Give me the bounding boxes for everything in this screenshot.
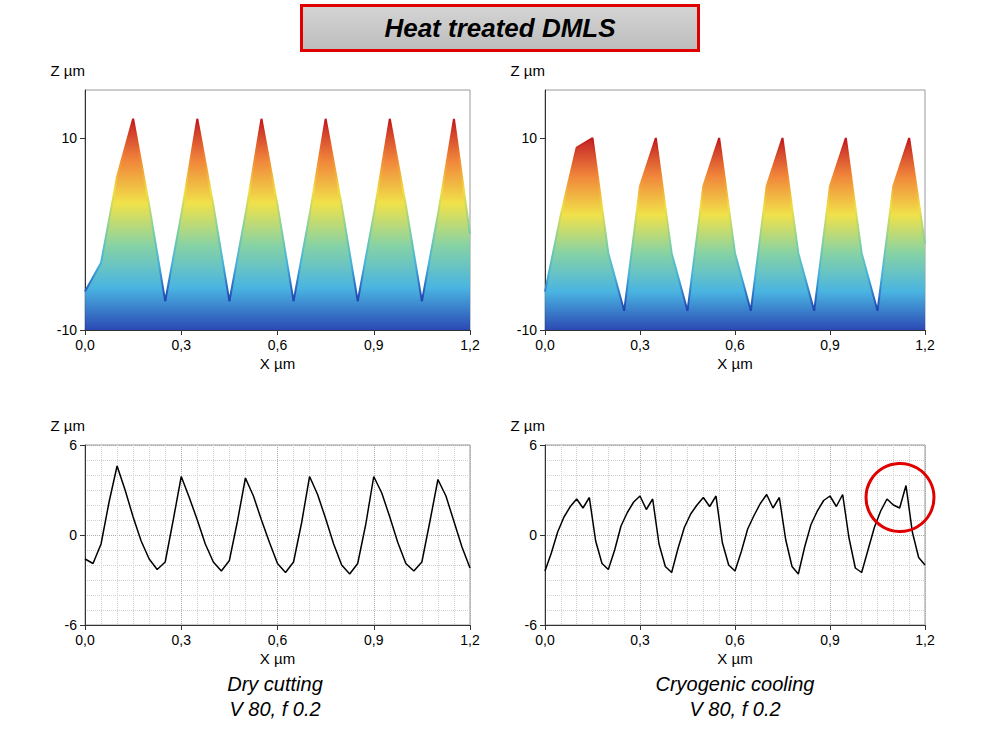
svg-text:0,3: 0,3	[172, 632, 192, 648]
svg-text:0,6: 0,6	[268, 632, 288, 648]
svg-text:10: 10	[61, 130, 77, 146]
svg-text:6: 6	[529, 437, 537, 453]
svg-text:-6: -6	[525, 617, 538, 633]
svg-text:Z µm: Z µm	[51, 62, 85, 79]
html-text:Heat treated DMLS: Heat treated DMLS	[384, 12, 616, 43]
svg-text:0,6: 0,6	[725, 337, 745, 353]
svg-text:Z µm: Z µm	[51, 417, 85, 434]
svg-text:0,6: 0,6	[725, 632, 745, 648]
svg-text:1,2: 1,2	[460, 337, 480, 353]
svg-text:0,3: 0,3	[172, 337, 192, 353]
html-text:Dry cutting: Dry cutting	[227, 673, 323, 695]
svg-text:0,0: 0,0	[535, 632, 555, 648]
svg-text:0,0: 0,0	[75, 632, 95, 648]
svg-text:Z µm: Z µm	[511, 62, 545, 79]
html-text:Cryogenic cooling: Cryogenic cooling	[655, 673, 815, 695]
svg-text:-6: -6	[65, 617, 78, 633]
svg-text:0,6: 0,6	[268, 337, 288, 353]
svg-text:0,3: 0,3	[630, 337, 650, 353]
html-text:V 80, f 0.2: V 80, f 0.2	[689, 698, 781, 720]
svg-text:0,0: 0,0	[75, 337, 95, 353]
svg-text:0,0: 0,0	[535, 337, 555, 353]
svg-text:0,9: 0,9	[364, 632, 384, 648]
svg-text:Z µm: Z µm	[511, 417, 545, 434]
svg-text:0,9: 0,9	[820, 337, 840, 353]
svg-text:0,3: 0,3	[630, 632, 650, 648]
svg-text:X µm: X µm	[260, 355, 295, 372]
svg-text:1,2: 1,2	[460, 632, 480, 648]
svg-text:10: 10	[521, 130, 537, 146]
svg-text:-10: -10	[517, 322, 537, 338]
svg-text:6: 6	[69, 437, 77, 453]
svg-text:X µm: X µm	[260, 650, 295, 667]
svg-text:X µm: X µm	[717, 650, 752, 667]
svg-text:1,2: 1,2	[915, 632, 935, 648]
svg-text:0,9: 0,9	[820, 632, 840, 648]
svg-text:0: 0	[69, 527, 77, 543]
svg-text:0: 0	[529, 527, 537, 543]
svg-text:X µm: X µm	[717, 355, 752, 372]
html-text:V 80, f 0.2: V 80, f 0.2	[229, 698, 321, 720]
svg-text:1,2: 1,2	[915, 337, 935, 353]
svg-text:-10: -10	[57, 322, 77, 338]
svg-text:0,9: 0,9	[364, 337, 384, 353]
